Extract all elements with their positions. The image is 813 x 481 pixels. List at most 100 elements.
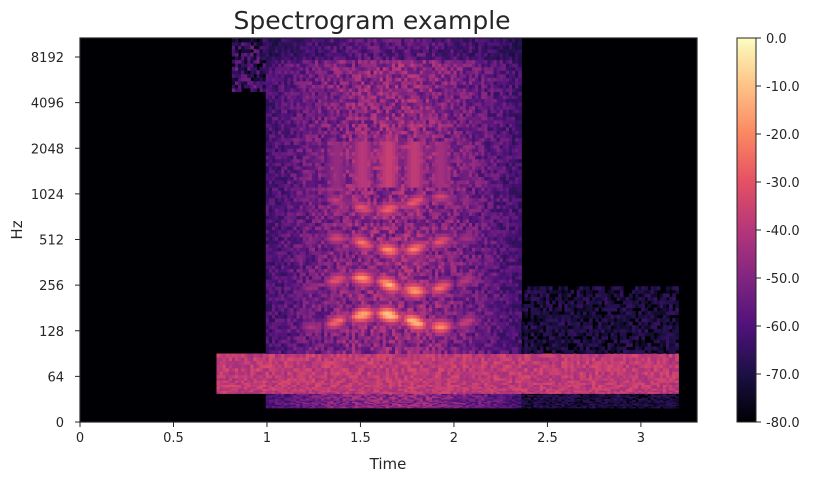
spectrogram-cell [361,405,365,407]
spectrogram-cell [225,380,230,383]
spectrogram-cell [379,144,384,149]
spectrogram-cell [308,401,313,403]
spectrogram-cell [250,380,255,383]
spectrogram-cell [361,73,365,78]
spectrogram-cell [287,289,291,294]
spectrogram-cell [305,391,310,394]
spectrogram-cell [327,279,331,284]
spectrogram-cell [299,109,304,114]
spectrogram-cell [290,240,295,245]
spectrogram-cell [330,148,335,153]
spectrogram-cell [348,407,353,409]
spectrogram-cell [330,176,335,181]
spectrogram-cell [234,374,239,379]
spectrogram-cell [265,84,270,89]
spectrogram-cell [348,158,353,163]
spectrogram-cell [268,307,273,312]
spectrogram-cell [370,404,375,406]
spectrogram-cell [265,141,270,146]
spectrogram-cell [284,126,288,131]
spectrogram-cell [355,380,359,383]
spectrogram-cell [274,187,279,192]
spectrogram-cell [370,98,375,103]
spectrogram-cell [342,396,347,399]
spectrogram-cell [364,176,368,181]
spectrogram-cell [318,264,322,270]
spectrogram-cell [296,52,301,57]
spectrogram-cell [339,357,344,362]
spectrogram-cell [287,229,291,234]
spectrogram-cell [311,307,316,312]
spectrogram-cell [253,388,258,391]
spectrogram-cell [290,272,295,277]
spectrogram-cell [302,404,307,406]
spectrogram-cell [376,397,381,400]
spectrogram-cell [336,91,341,96]
spectrogram-cell [274,339,279,344]
spectrogram-cell [247,360,251,365]
spectrogram-cell [367,325,372,330]
spectrogram-cell [287,70,291,75]
spectrogram-cell [284,119,288,124]
spectrogram-cell [327,211,331,216]
spectrogram-cell [293,382,298,385]
spectrogram-cell [318,172,322,177]
spectrogram-cell [250,360,255,365]
spectrogram-cell [296,261,301,266]
spectrogram-cell [345,66,350,71]
spectrogram-cell [296,95,301,100]
spectrogram-cell [370,133,375,139]
spectrogram-cell [321,155,325,160]
spectrogram-cell [222,391,227,394]
spectrogram-cell [287,397,291,400]
spectrogram-cell [315,73,319,78]
spectrogram-cell [278,286,282,291]
spectrogram-cell [370,162,375,167]
spectrogram-cell [318,382,322,385]
spectrogram-cell [373,187,378,192]
spectrogram-cell [358,172,362,177]
spectrogram-cell [284,394,288,397]
spectrogram-cell [238,377,242,381]
spectrogram-cell [339,406,344,408]
spectrogram-cell [256,364,261,369]
spectrogram-cell [327,208,331,213]
spectrogram-cell [315,386,319,389]
spectrogram-cell [373,49,378,54]
spectrogram-cell [327,264,331,270]
spectrogram-cell [358,123,362,128]
spectrogram-cell [302,398,307,401]
spectrogram-cell [311,87,316,92]
spectrogram-cell [339,197,344,202]
spectrogram-cell [342,77,347,82]
spectrogram-cell [364,314,368,319]
spectrogram-cell [324,247,328,252]
spectrogram-cell [271,133,276,139]
spectrogram-cell [367,222,372,227]
spectrogram-cell [234,377,239,381]
spectrogram-cell [318,180,322,185]
spectrogram-cell [296,151,301,156]
spectrogram-cell [355,293,359,298]
spectrogram-cell [348,183,353,188]
spectrogram-cell [281,80,285,85]
spectrogram-cell [268,70,273,75]
spectrogram-cell [268,215,273,220]
spectrogram-cell [287,144,291,149]
spectrogram-cell [348,155,353,160]
spectrogram-cell [336,112,341,117]
spectrogram-cell [358,261,362,266]
spectrogram-cell [330,187,335,192]
spectrogram-cell [299,126,304,131]
spectrogram-cell [348,250,353,255]
spectrogram-cell [281,229,285,234]
spectrogram-cell [284,264,288,270]
spectrogram-cell [345,204,350,209]
spectrogram-cell [327,183,331,188]
spectrogram-cell [293,119,298,124]
spectrogram-cell [355,275,359,280]
spectrogram-cell [321,56,325,61]
spectrogram-cell [373,215,378,220]
spectrogram-cell [274,180,279,185]
spectrogram-cell [274,279,279,284]
